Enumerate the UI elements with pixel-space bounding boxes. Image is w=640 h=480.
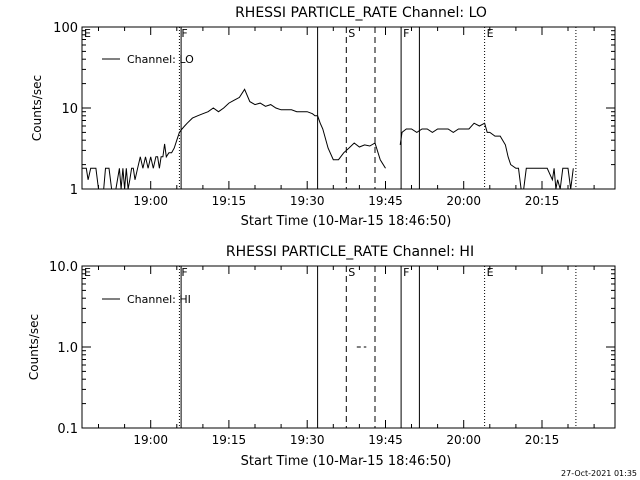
legend-label: Channel: LO bbox=[127, 53, 194, 66]
chart-title: RHESSI PARTICLE_RATE Channel: HI bbox=[226, 244, 474, 260]
series-line bbox=[399, 122, 574, 190]
x-axis-label: Start Time (10-Mar-15 18:46:50) bbox=[241, 454, 452, 469]
x-tick-label: 19:00 bbox=[133, 433, 168, 447]
y-axis-label: Counts/sec bbox=[27, 314, 41, 380]
event-marker-label: F bbox=[181, 27, 187, 40]
legend: Channel: LO bbox=[102, 53, 194, 66]
y-tick-label: 1.0 bbox=[57, 341, 78, 356]
x-axis-label: Start Time (10-Mar-15 18:46:50) bbox=[241, 214, 452, 229]
x-tick-label: 20:15 bbox=[525, 433, 560, 447]
x-tick-label: 19:45 bbox=[368, 433, 403, 447]
legend-label: Channel: HI bbox=[127, 293, 191, 306]
x-tick-label: 20:15 bbox=[525, 194, 560, 208]
series-line bbox=[82, 88, 386, 190]
chart-panel-lo: RHESSI PARTICLE_RATE Channel: LO E F S F E 1… bbox=[30, 5, 616, 229]
generation-timestamp: 27-Oct-2021 01:35 bbox=[561, 469, 637, 478]
x-tick-label: 19:15 bbox=[212, 433, 247, 447]
y-axis-label: Counts/sec bbox=[30, 75, 44, 141]
y-tick-label: 0.1 bbox=[57, 422, 78, 437]
chart-title: RHESSI PARTICLE_RATE Channel: LO bbox=[235, 5, 487, 21]
x-tick-label: 19:30 bbox=[290, 433, 325, 447]
x-tick-label: 19:45 bbox=[368, 194, 403, 208]
y-tick-label: 100 bbox=[53, 21, 78, 36]
event-marker-label: F bbox=[403, 266, 409, 279]
event-marker-label: E bbox=[487, 27, 494, 40]
x-tick-label: 19:15 bbox=[212, 194, 247, 208]
event-marker-label: E bbox=[84, 266, 91, 279]
event-marker-label: E bbox=[487, 266, 494, 279]
y-tick-label: 10.0 bbox=[49, 260, 78, 275]
plot-frame bbox=[81, 265, 616, 429]
x-tick-label: 20:00 bbox=[446, 433, 481, 447]
legend: Channel: HI bbox=[102, 293, 191, 306]
plot-frame bbox=[81, 26, 616, 190]
event-marker-label: F bbox=[403, 27, 409, 40]
x-tick-label: 20:00 bbox=[446, 194, 481, 208]
event-marker-label: S bbox=[348, 27, 355, 40]
event-marker-label: E bbox=[84, 27, 91, 40]
y-tick-label: 1 bbox=[70, 183, 78, 198]
x-tick-label: 19:00 bbox=[133, 194, 168, 208]
event-marker-label: S bbox=[348, 266, 355, 279]
y-tick-label: 10 bbox=[61, 102, 78, 117]
event-marker-label: F bbox=[181, 266, 187, 279]
x-tick-label: 19:30 bbox=[290, 194, 325, 208]
chart-panel-hi: RHESSI PARTICLE_RATE Channel: HI E F S F E 1… bbox=[27, 244, 616, 469]
